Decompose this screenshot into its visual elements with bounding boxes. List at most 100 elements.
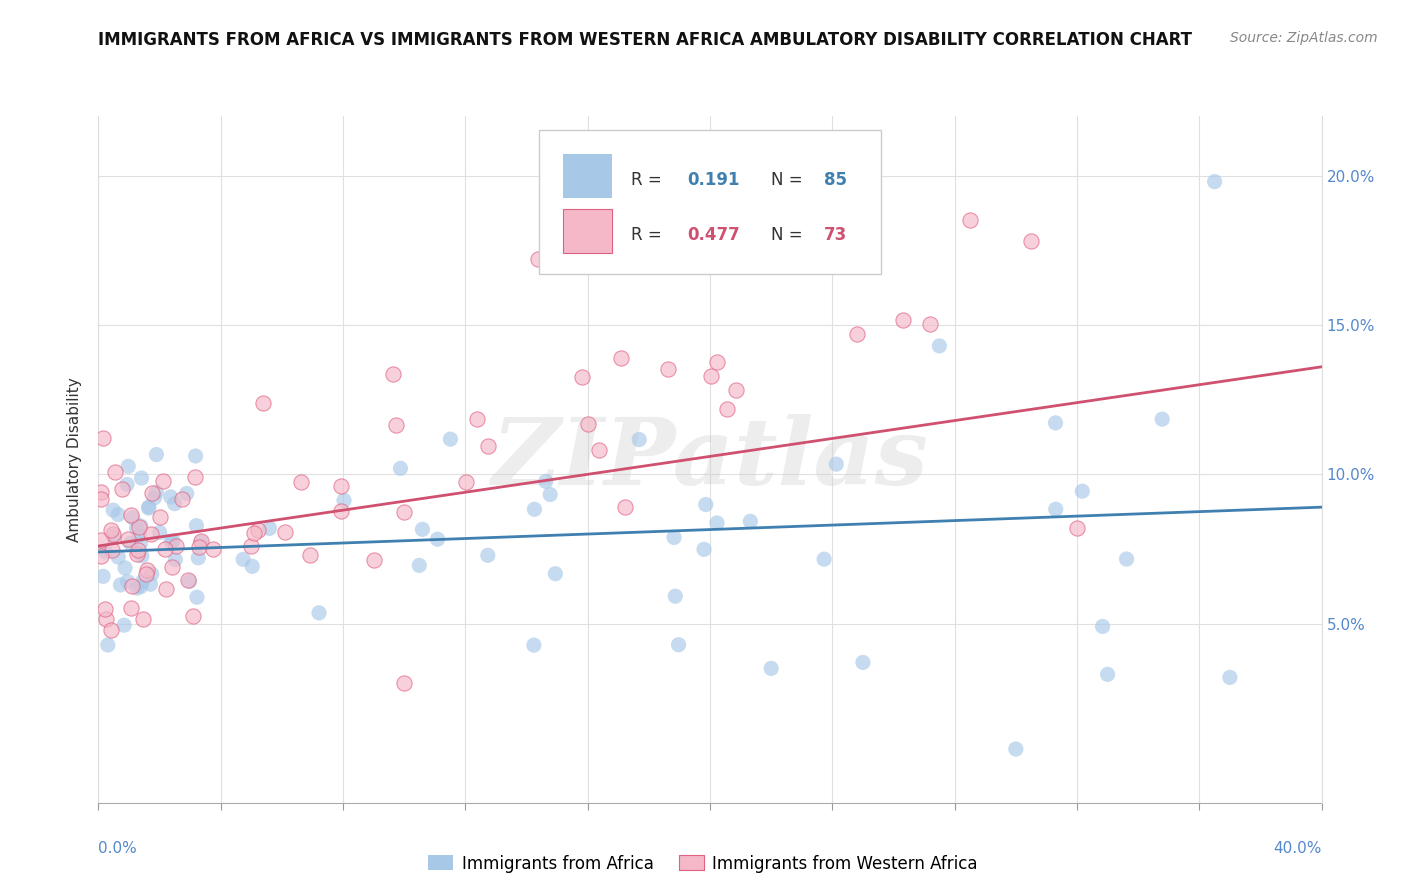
Point — [724, 383, 747, 397]
Point — [90, 533, 112, 547]
Point — [141, 566, 163, 581]
Point — [246, 523, 269, 537]
Point — [104, 466, 127, 480]
Point — [893, 313, 915, 327]
Point — [94, 602, 117, 616]
Point — [115, 477, 138, 491]
Point — [143, 491, 166, 505]
Point — [363, 553, 385, 567]
Point — [100, 623, 122, 637]
Point — [162, 533, 184, 548]
Point — [243, 526, 266, 541]
Point — [135, 566, 157, 581]
Point — [274, 524, 297, 539]
Point — [700, 369, 723, 384]
Point — [240, 559, 263, 574]
Point — [111, 482, 134, 496]
Point — [389, 461, 412, 475]
Text: N =: N = — [772, 171, 808, 189]
Text: 40.0%: 40.0% — [1274, 840, 1322, 855]
Legend: Immigrants from Africa, Immigrants from Western Africa: Immigrants from Africa, Immigrants from … — [422, 848, 984, 880]
Point — [159, 490, 181, 504]
Point — [538, 487, 561, 501]
Point — [121, 511, 143, 525]
Point — [852, 656, 875, 670]
Point — [534, 475, 557, 489]
Y-axis label: Ambulatory Disability: Ambulatory Disability — [67, 377, 83, 541]
Point — [145, 448, 167, 462]
Point — [187, 550, 209, 565]
Point — [1004, 742, 1026, 756]
Point — [96, 612, 118, 626]
Point — [117, 574, 139, 589]
Point — [145, 485, 167, 500]
Point — [90, 485, 112, 500]
Text: 0.0%: 0.0% — [98, 840, 138, 855]
Point — [1204, 175, 1226, 189]
Point — [186, 591, 208, 605]
Point — [170, 492, 193, 507]
Point — [232, 552, 254, 566]
Point — [131, 574, 153, 589]
Point — [120, 601, 142, 615]
Point — [201, 541, 224, 556]
Point — [160, 534, 183, 549]
Point — [1097, 667, 1119, 681]
Point — [149, 510, 172, 524]
Point — [845, 326, 868, 341]
Point — [959, 213, 981, 227]
Point — [259, 521, 281, 535]
Point — [544, 566, 567, 581]
Point — [1091, 619, 1114, 633]
Point — [527, 252, 550, 267]
Text: Source: ZipAtlas.com: Source: ZipAtlas.com — [1230, 31, 1378, 45]
Text: 85: 85 — [824, 171, 846, 189]
Point — [813, 552, 835, 566]
Point — [160, 560, 183, 574]
Point — [824, 194, 846, 208]
Point — [385, 418, 408, 433]
FancyBboxPatch shape — [564, 209, 612, 253]
Point — [153, 541, 176, 556]
Point — [132, 612, 155, 626]
Point — [1071, 484, 1094, 499]
Point — [239, 539, 262, 553]
Point — [117, 459, 139, 474]
Point — [290, 475, 312, 489]
Point — [107, 508, 129, 522]
Point — [439, 432, 461, 446]
Point — [94, 545, 117, 559]
Point — [329, 479, 352, 493]
Point — [176, 486, 198, 500]
Point — [695, 498, 717, 512]
Point — [155, 582, 177, 596]
Text: 0.191: 0.191 — [686, 171, 740, 189]
Point — [120, 536, 142, 550]
Point — [1045, 416, 1067, 430]
Point — [454, 475, 477, 489]
Point — [136, 563, 159, 577]
Point — [706, 355, 728, 369]
Point — [131, 471, 153, 485]
Point — [186, 518, 208, 533]
Point — [571, 369, 593, 384]
Point — [91, 569, 114, 583]
Point — [179, 574, 201, 589]
Point — [188, 540, 211, 554]
Point — [141, 486, 163, 500]
Point — [664, 589, 686, 603]
Point — [477, 439, 499, 453]
Point — [128, 528, 150, 542]
Point — [127, 543, 149, 558]
Text: 0.477: 0.477 — [686, 226, 740, 244]
Point — [1066, 521, 1088, 535]
Point — [408, 558, 430, 573]
FancyBboxPatch shape — [564, 153, 612, 198]
Point — [918, 317, 941, 331]
Point — [138, 500, 160, 514]
Point — [101, 543, 124, 558]
Point — [740, 514, 762, 528]
Point — [101, 503, 124, 517]
Point — [103, 529, 125, 543]
Point — [152, 474, 174, 488]
